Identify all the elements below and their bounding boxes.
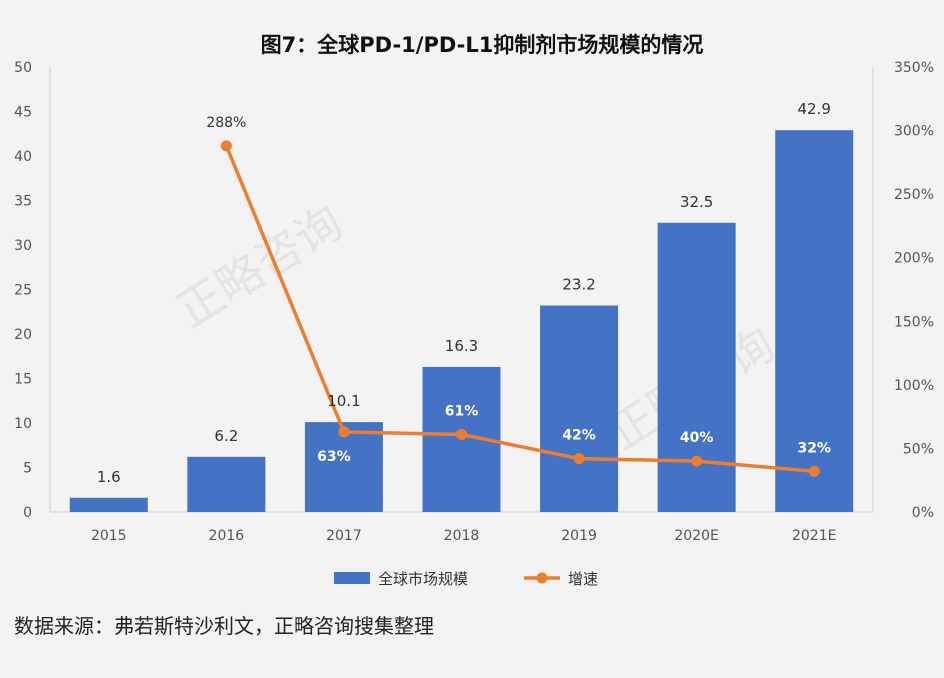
growth-value-label: 40% (680, 430, 714, 446)
legend-line-marker (536, 572, 548, 584)
bar-market-size (540, 305, 619, 512)
growth-value-label: 288% (206, 115, 246, 131)
legend-line-label: 增速 (568, 570, 598, 588)
right-axis-tick-label: 50% (903, 441, 934, 457)
right-axis-tick-label: 250% (894, 187, 934, 203)
legend-bar-label: 全球市场规模 (378, 570, 468, 588)
data-labels-group: 1.6 6.2 10.1 16.3 23.2 32.5 42.9 288% 63% 61% 42% 4… (97, 100, 831, 486)
source-note: 数据来源：弗若斯特沙利文，正略咨询搜集整理 (14, 614, 434, 638)
x-axis-category-label: 2020E (674, 528, 718, 544)
growth-point (456, 428, 467, 440)
left-axis-tick-label: 0 (23, 505, 32, 521)
growth-line (224, 145, 815, 474)
growth-line-group (220, 140, 820, 477)
growth-value-label: 61% (445, 403, 479, 419)
right-axis-tick-label: 300% (894, 124, 934, 140)
bar-market-size (69, 497, 148, 512)
left-axis-tick-label: 15 (14, 372, 32, 388)
bar-market-size (657, 222, 736, 512)
growth-point (338, 426, 350, 438)
right-axis-tick-label: 100% (894, 378, 934, 394)
bar-value-label: 32.5 (680, 193, 713, 211)
watermark-1: 正略咨询 (167, 195, 352, 338)
left-axis-tick-label: 50 (14, 60, 32, 76)
x-axis-category-label: 2016 (209, 528, 245, 544)
growth-value-label: 42% (562, 428, 596, 444)
bar-value-label: 42.9 (798, 100, 831, 118)
left-axis-tick-label: 10 (14, 416, 32, 432)
x-axis-category-label: 2021E (792, 528, 836, 544)
left-axis-tick-label: 30 (14, 238, 32, 254)
right-axis-tick-label: 350% (894, 60, 934, 76)
growth-value-label: 32% (797, 440, 831, 456)
right-axis-tick-label: 0% (912, 505, 934, 521)
bar-market-size (187, 456, 266, 512)
left-axis-tick-label: 45 (14, 105, 32, 121)
growth-point (691, 455, 703, 467)
legend: 全球市场规模 增速 (334, 570, 598, 588)
x-axis-category-label: 2017 (326, 528, 362, 544)
x-axis-category-label: 2019 (561, 528, 597, 544)
growth-point (220, 140, 232, 152)
right-axis-tick-label: 150% (894, 314, 934, 330)
growth-point (573, 453, 585, 465)
left-axis-tick-label: 35 (14, 194, 32, 210)
left-axis-tick-label: 40 (14, 149, 32, 165)
right-axis-tick-label: 200% (894, 251, 934, 267)
bar-value-label: 6.2 (214, 427, 238, 445)
bar-value-label: 16.3 (445, 337, 478, 355)
bar-value-label: 23.2 (562, 276, 595, 294)
bar-value-label: 1.6 (97, 468, 121, 486)
left-axis-tick-label: 20 (14, 327, 32, 343)
chart-title: 图7：全球PD-1/PD-L1抑制剂市场规模的情况 (261, 33, 704, 57)
bar-market-size (775, 130, 854, 512)
bar-value-label: 10.1 (327, 392, 360, 410)
growth-point (808, 465, 820, 477)
x-axis-category-label: 2015 (91, 528, 127, 544)
x-axis-category-label: 2018 (444, 528, 480, 544)
left-axis-tick-label: 5 (23, 461, 32, 477)
axes-group: 0 5 10 15 20 25 30 35 40 45 50 0% 50% 100% 150% 200% 250… (14, 60, 934, 544)
left-axis-tick-label: 25 (14, 283, 32, 299)
watermark-text: 正略咨询 (167, 195, 352, 338)
growth-value-label: 63% (317, 449, 351, 465)
legend-bar-swatch (334, 572, 370, 584)
